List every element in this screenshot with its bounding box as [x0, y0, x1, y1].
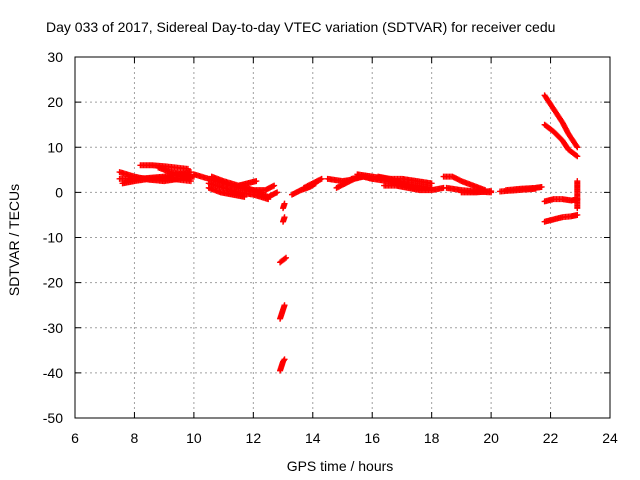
x-tick-label: 6: [71, 430, 79, 446]
x-tick-label: 16: [364, 430, 380, 446]
data-point: [253, 178, 260, 185]
data-track: [541, 92, 581, 151]
data-point: [428, 180, 435, 187]
data-track: [277, 356, 288, 374]
y-axis-title: SDTVAR / TECUs: [6, 184, 22, 296]
data-point: [573, 152, 580, 159]
y-tick-label: 0: [55, 184, 63, 200]
data-track: [375, 173, 417, 191]
data-point: [318, 175, 325, 182]
data-point: [574, 153, 581, 160]
x-tick-label: 24: [602, 430, 618, 446]
y-tick-label: -10: [43, 230, 63, 246]
data-track: [541, 211, 581, 225]
x-tick-label: 20: [483, 430, 499, 446]
data-track: [502, 183, 545, 194]
data-point: [574, 144, 581, 151]
data-track: [155, 164, 194, 180]
x-tick-label: 8: [131, 430, 139, 446]
x-tick-label: 14: [305, 430, 321, 446]
y-tick-label: 30: [47, 49, 63, 65]
data-point: [184, 165, 191, 172]
x-tick-label: 10: [186, 430, 202, 446]
data-track: [280, 200, 288, 212]
data-point: [574, 205, 581, 212]
y-tick-label: -50: [43, 410, 63, 426]
data-point: [281, 214, 288, 221]
data-point: [265, 196, 272, 203]
data-point: [281, 356, 288, 363]
data-track: [440, 173, 489, 194]
x-tick-label: 18: [424, 430, 440, 446]
data-track: [205, 184, 248, 200]
data-track: [280, 214, 288, 225]
data-track: [541, 121, 581, 160]
chart-title: Day 033 of 2017, Sidereal Day-to-day VTE…: [46, 19, 555, 35]
data-track: [205, 180, 272, 203]
data-point: [410, 184, 417, 191]
y-tick-label: 10: [47, 139, 63, 155]
data-point: [488, 188, 495, 195]
data-track: [458, 188, 495, 196]
y-tick-label: -40: [43, 365, 63, 381]
data-point: [274, 189, 281, 196]
data-point: [281, 200, 288, 207]
grid-lines: [75, 57, 610, 418]
data-point: [280, 357, 287, 364]
x-axis-title: GPS time / hours: [287, 458, 394, 474]
data-point: [241, 193, 248, 200]
data-point: [271, 182, 278, 189]
data-point: [281, 302, 288, 309]
data-point: [281, 255, 288, 262]
data-track: [300, 175, 325, 191]
data-track: [235, 178, 260, 189]
x-axis: 6 8 10 12 14 16 18 20 22 24: [71, 57, 618, 446]
x-tick-label: 22: [543, 430, 559, 446]
data-track: [277, 254, 290, 266]
y-tick-label: -20: [43, 275, 63, 291]
y-axis: 30 20 10 0 -10 -20 -30 -40 -50: [43, 49, 610, 426]
data-series: [116, 92, 581, 374]
x-tick-label: 12: [246, 430, 262, 446]
data-point: [573, 143, 580, 150]
data-point: [283, 254, 290, 261]
y-tick-label: 20: [47, 94, 63, 110]
data-track: [119, 174, 194, 187]
data-track: [277, 302, 288, 322]
data-point: [574, 211, 581, 218]
data-point: [538, 183, 545, 190]
data-track: [574, 178, 581, 212]
y-tick-label: -30: [43, 320, 63, 336]
